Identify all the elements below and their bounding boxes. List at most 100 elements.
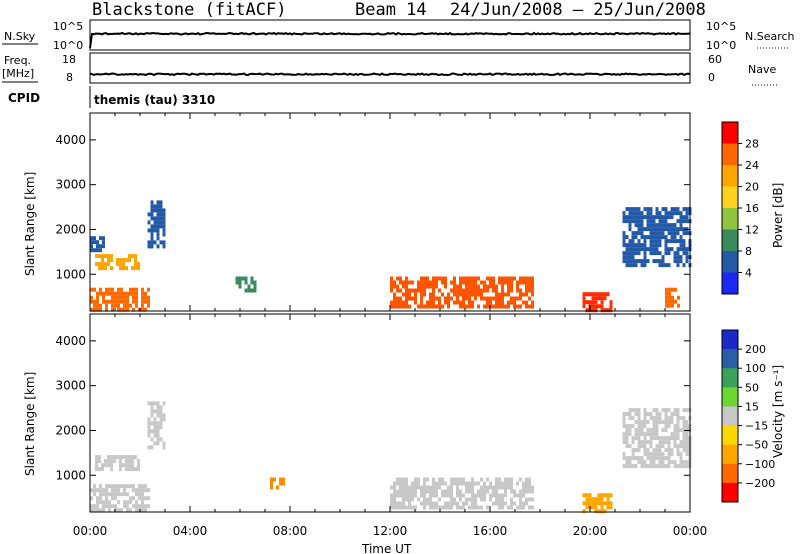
heatmap-cell (646, 227, 650, 232)
freq-unit: [MHz] (2, 67, 34, 80)
heatmap-cell (531, 280, 534, 285)
heatmap-cell (637, 227, 641, 232)
heatmap-cell (664, 408, 668, 413)
heatmap-cell (456, 493, 459, 498)
colorbar-tick-label: 15 (745, 400, 759, 413)
heatmap-cell (465, 304, 468, 309)
heatmap-cell (102, 488, 105, 493)
heatmap-cell (661, 223, 665, 228)
heatmap-cell (432, 280, 435, 285)
heatmap-cell (90, 307, 93, 312)
heatmap-cell (671, 303, 674, 308)
heatmap-cell (411, 493, 414, 498)
heatmap-cell (676, 263, 680, 268)
heatmap-cell (108, 291, 111, 296)
heatmap-cell (444, 280, 447, 285)
heatmap-cell (429, 280, 432, 285)
heatmap-cell (399, 477, 402, 482)
heatmap-cell (162, 244, 166, 249)
heatmap-cell (676, 408, 680, 413)
heatmap-cell (625, 255, 629, 260)
heatmap-cell (668, 303, 671, 308)
heatmap-cell (102, 504, 105, 509)
heatmap-cell (609, 493, 613, 498)
heatmap-cell (144, 299, 147, 304)
heatmap-cell (685, 251, 689, 256)
heatmap-cell (96, 488, 99, 493)
heatmap-cell (622, 259, 626, 264)
heatmap-cell (393, 284, 396, 289)
heatmap-cell (519, 493, 522, 498)
heatmap-cell (429, 489, 432, 494)
heatmap-cell (600, 501, 604, 506)
heatmap-cell (96, 500, 99, 505)
heatmap-cell (685, 211, 689, 216)
heatmap-cell (96, 291, 99, 296)
heatmap-cell (150, 232, 154, 237)
heatmap-cell (661, 408, 665, 413)
heatmap-cell (104, 266, 107, 271)
heatmap-cell (399, 505, 402, 510)
nsky-tick-top: 10^5 (53, 20, 83, 33)
heatmap-cell (649, 247, 653, 252)
heatmap-cell (516, 304, 519, 309)
heatmap-cell (622, 464, 626, 469)
heatmap-cell (114, 488, 117, 493)
heatmap-cell (132, 291, 135, 296)
heatmap-cell (396, 501, 399, 506)
heatmap-cell (447, 300, 450, 305)
heatmap-cell (135, 492, 138, 497)
heatmap-cell (631, 243, 635, 248)
heatmap-cell (665, 303, 668, 308)
heatmap-cell (667, 416, 671, 421)
heatmap-cell (162, 417, 166, 422)
heatmap-cell (682, 448, 686, 453)
heatmap-cell (609, 501, 613, 506)
heatmap-cell (513, 493, 516, 498)
heatmap-cell (679, 211, 683, 216)
heatmap-cell (95, 463, 98, 468)
heatmap-cell (591, 501, 595, 506)
heatmap-cell (649, 227, 653, 232)
heatmap-cell (238, 284, 242, 289)
heatmap-cell (628, 239, 632, 244)
heatmap-cell (676, 412, 680, 417)
colorbar-tick-label: 16 (745, 202, 759, 215)
heatmap-cell (652, 227, 656, 232)
heatmap-cell (622, 211, 626, 216)
heatmap-cell (420, 493, 423, 498)
heatmap-cell (489, 485, 492, 490)
heatmap-cell (414, 296, 417, 301)
colorbar-swatch (722, 387, 738, 407)
heatmap-cell (108, 299, 111, 304)
heatmap-cell (685, 448, 689, 453)
heatmap-cell (162, 401, 166, 406)
heatmap-cell (417, 497, 420, 502)
heatmap-cell (646, 247, 650, 252)
nave-tick-top: 60 (708, 53, 722, 66)
heatmap-cell (685, 259, 689, 264)
heatmap-cell (664, 243, 668, 248)
heatmap-cell (131, 459, 134, 464)
heatmap-cell (402, 481, 405, 486)
heatmap-cell (134, 262, 137, 267)
heatmap-cell (465, 296, 468, 301)
heatmap-cell (98, 459, 101, 464)
heatmap-cell (435, 296, 438, 301)
heatmap-cell (125, 258, 128, 263)
heatmap-cell (649, 452, 653, 457)
heatmap-cell (652, 428, 656, 433)
heatmap-cell (670, 247, 674, 252)
heatmap-cell (95, 455, 98, 460)
heatmap-cell (96, 299, 99, 304)
heatmap-cell (162, 224, 166, 229)
heatmap-cell (153, 228, 157, 233)
heatmap-cell (591, 296, 595, 301)
heatmap-cell (685, 452, 689, 457)
heatmap-cell (474, 280, 477, 285)
heatmap-cell (591, 304, 595, 309)
heatmap-cell (640, 263, 644, 268)
heatmap-cell (405, 280, 408, 285)
heatmap-cell (676, 259, 680, 264)
heatmap-cell (111, 504, 114, 509)
